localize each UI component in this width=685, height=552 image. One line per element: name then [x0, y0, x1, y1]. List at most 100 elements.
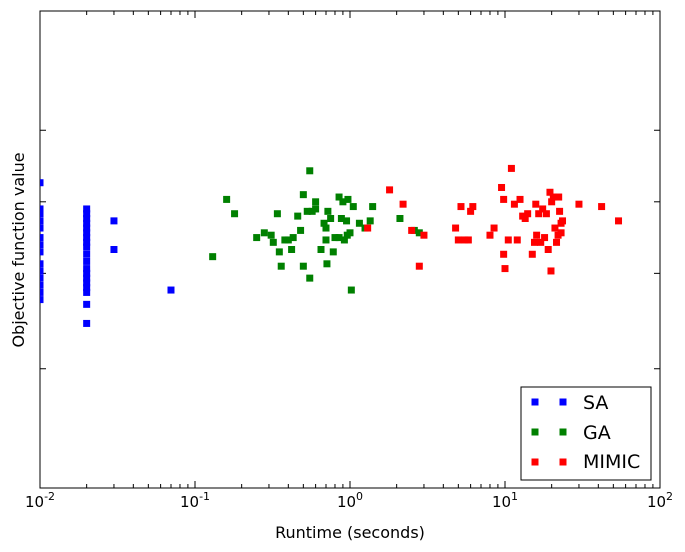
data-point-mimic	[501, 265, 509, 273]
data-point-ga	[323, 260, 331, 268]
data-point-sa	[83, 205, 91, 213]
data-point-mimic	[532, 200, 540, 208]
legend-marker-mimic-left	[531, 458, 539, 466]
legend-label-ga: GA	[583, 422, 611, 444]
data-point-sa	[83, 234, 91, 242]
data-point-ga	[303, 207, 311, 215]
data-point-mimic	[575, 200, 583, 208]
data-point-mimic	[399, 200, 407, 208]
data-point-sa	[110, 217, 118, 225]
data-point-mimic	[521, 214, 529, 222]
x-axis-label: Runtime (seconds)	[275, 523, 425, 542]
data-point-mimic	[507, 164, 515, 172]
legend-box	[520, 386, 652, 481]
x-tick-label: 10-2	[25, 490, 55, 511]
data-point-mimic	[486, 231, 494, 239]
data-point-mimic	[464, 236, 472, 244]
data-point-ga	[355, 219, 363, 227]
data-point-mimic	[469, 203, 477, 211]
x-tick-label: 10-1	[180, 490, 210, 511]
data-point-ga	[306, 167, 314, 175]
data-point-ga	[288, 246, 296, 253]
data-point-mimic	[544, 246, 552, 253]
data-point-mimic	[598, 203, 606, 211]
data-point-sa	[167, 286, 175, 294]
data-point-sa	[40, 241, 44, 249]
data-point-mimic	[452, 224, 460, 232]
data-point-ga	[335, 234, 343, 242]
data-point-mimic	[528, 250, 536, 258]
data-point-ga	[322, 224, 330, 232]
data-point-mimic	[539, 205, 547, 213]
data-point-mimic	[531, 238, 539, 246]
data-point-mimic	[524, 210, 532, 218]
data-point-mimic	[420, 231, 428, 239]
data-point-sa	[40, 210, 44, 218]
data-point-sa	[83, 265, 91, 273]
data-point-mimic	[454, 236, 462, 244]
data-point-sa	[40, 267, 44, 275]
legend-marker-sa-right	[559, 398, 567, 406]
legend-label-mimic: MIMIC	[583, 451, 640, 473]
data-point-mimic	[615, 217, 623, 225]
data-point-mimic	[415, 262, 423, 270]
data-point-sa	[83, 284, 91, 292]
data-point-sa	[40, 281, 44, 289]
data-point-mimic	[500, 195, 508, 203]
data-point-ga	[277, 262, 285, 270]
data-point-ga	[396, 214, 404, 222]
data-point-sa	[83, 219, 91, 227]
axis-ticks: 10-2 10-1 100 101 102	[25, 10, 673, 511]
data-point-ga	[260, 229, 268, 237]
data-point-mimic	[535, 210, 543, 218]
data-point-ga	[273, 210, 281, 218]
data-point-ga	[366, 217, 374, 225]
data-point-sa	[83, 279, 91, 287]
legend-marker-ga-right	[559, 428, 567, 436]
data-point-sa	[40, 260, 44, 268]
data-point-ga	[284, 236, 292, 244]
data-point-mimic	[541, 234, 549, 242]
data-point-sa	[40, 224, 44, 232]
data-point-sa	[83, 269, 91, 277]
data-point-ga	[337, 214, 345, 222]
data-point-mimic	[504, 236, 512, 244]
data-point-ga	[299, 262, 307, 270]
data-point-sa	[83, 210, 91, 218]
data-point-ga	[320, 219, 328, 227]
data-point-ga	[317, 246, 325, 253]
data-point-sa	[40, 205, 44, 213]
data-point-ga	[289, 234, 297, 242]
data-point-ga	[415, 229, 423, 237]
data-point-mimic	[467, 207, 475, 215]
data-point-ga	[312, 198, 320, 206]
data-point-mimic	[513, 236, 521, 244]
data-point-mimic	[547, 267, 555, 275]
data-point-ga	[209, 253, 217, 261]
data-point-sa	[83, 319, 91, 327]
data-point-mimic	[500, 250, 508, 258]
data-point-sa	[83, 274, 91, 282]
legend: SA GA MIMIC	[520, 386, 652, 481]
data-point-sa	[40, 288, 44, 296]
data-point-mimic	[386, 186, 394, 194]
data-point-mimic	[533, 231, 541, 239]
data-point-mimic	[537, 238, 545, 246]
data-point-sa	[40, 296, 44, 304]
data-point-sa	[40, 179, 44, 187]
data-point-ga	[349, 203, 357, 211]
data-point-ga	[294, 212, 302, 220]
data-point-mimic	[490, 224, 498, 232]
data-point-mimic	[461, 236, 469, 244]
data-point-mimic	[516, 195, 524, 203]
data-point-sa	[110, 246, 118, 253]
data-point-ga	[347, 286, 355, 294]
data-point-sa	[40, 248, 44, 256]
data-point-ga	[231, 210, 239, 218]
data-point-ga	[223, 195, 231, 203]
data-point-sa	[40, 234, 44, 242]
data-point-sa	[83, 250, 91, 258]
data-point-ga	[312, 205, 320, 213]
data-point-ga	[340, 236, 348, 244]
x-tick-label: 102	[647, 490, 673, 511]
